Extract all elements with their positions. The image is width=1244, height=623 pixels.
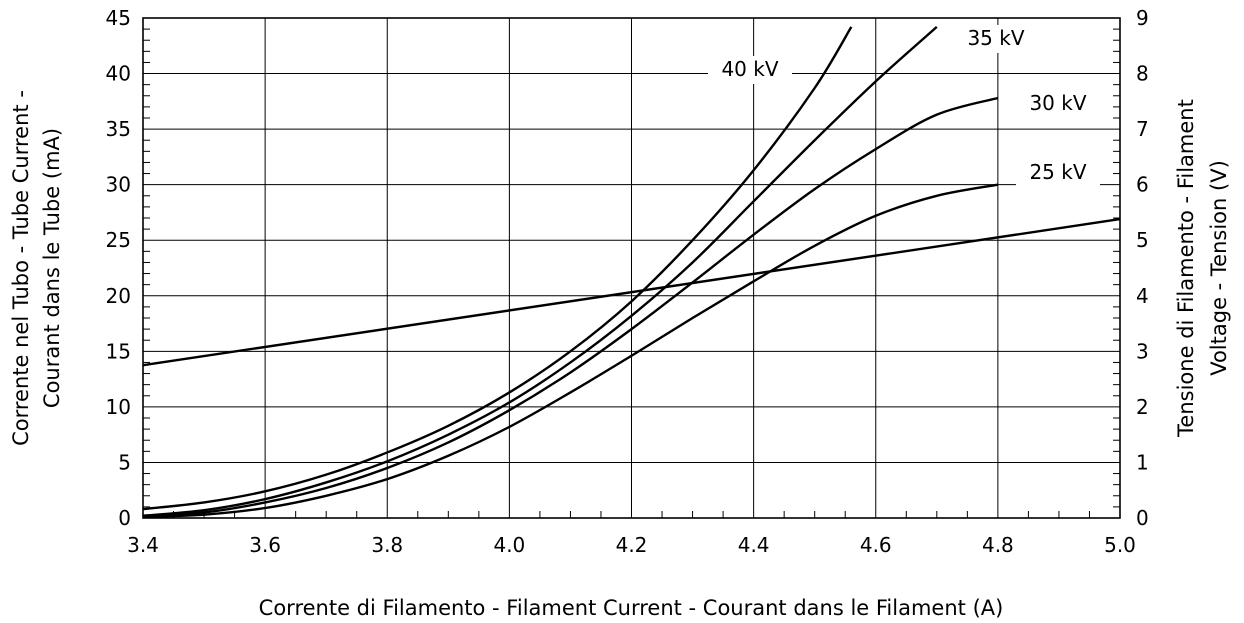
y-right-axis-title-line1: Tensione di Filamento - Filament (1174, 99, 1198, 438)
y-right-tick-label: 9 (1136, 6, 1149, 30)
y-left-tick-label: 25 (106, 228, 131, 252)
y-right-tick-label: 6 (1136, 173, 1149, 197)
series-label-text: 25 kV (1029, 160, 1086, 184)
x-tick-label: 5.0 (1104, 533, 1136, 557)
y-left-tick-label: 5 (118, 450, 131, 474)
series-line-25-kv (142, 183, 999, 519)
series-line-filament-voltage (142, 217, 1121, 367)
label-background (1016, 90, 1100, 118)
minor-ticks (143, 28, 1120, 518)
x-tick-label: 4.4 (738, 533, 770, 557)
series-line-30-kv (142, 96, 999, 517)
y-right-tick-label: 3 (1136, 339, 1149, 363)
y-left-tick-label: 10 (106, 395, 131, 419)
x-tick-label: 3.8 (371, 533, 403, 557)
y-left-axis-title-line2: Courant dans le Tube (mA) (40, 128, 64, 408)
label-background (1016, 159, 1100, 187)
x-tick-label: 4.0 (493, 533, 525, 557)
series-label-30-kv: 30 kV (1016, 90, 1100, 118)
y-left-tick-labels: 0 5 10 15 20 25 30 35 40 45 (106, 6, 131, 530)
label-background (708, 56, 792, 84)
y-left-tick-label: 30 (106, 173, 131, 197)
y-right-tick-label: 0 (1136, 506, 1149, 530)
y-right-tick-label: 1 (1136, 450, 1149, 474)
y-right-tick-label: 7 (1136, 117, 1149, 141)
y-right-axis-title-line2: Voltage - Tension (V) (1207, 160, 1231, 376)
label-background (954, 25, 1038, 53)
y-left-axis-title-line1: Corrente nel Tubo - Tube Current - (9, 90, 33, 446)
y-left-tick-label: 40 (106, 62, 131, 86)
x-axis-title: Corrente di Filamento - Filament Current… (259, 596, 1004, 620)
y-left-tick-label: 0 (118, 506, 131, 530)
y-right-tick-labels: 0 1 2 3 4 5 6 7 8 9 (1136, 6, 1149, 530)
series-lines (142, 25, 1121, 519)
series-label-text: 40 kV (721, 57, 778, 81)
y-right-tick-label: 4 (1136, 284, 1149, 308)
y-right-tick-label: 5 (1136, 228, 1149, 252)
series-label-25-kv: 25 kV (1016, 159, 1100, 187)
x-tick-label: 4.8 (982, 533, 1014, 557)
y-right-tick-label: 2 (1136, 395, 1149, 419)
series-label-40-kv: 40 kV (708, 56, 792, 84)
y-left-tick-label: 45 (106, 6, 131, 30)
series-label-35-kv: 35 kV (954, 25, 1038, 53)
series-line-35-kv (142, 25, 938, 517)
grid (142, 17, 1121, 519)
y-left-tick-label: 35 (106, 117, 131, 141)
plot-frame (142, 17, 1121, 519)
x-tick-label: 3.4 (127, 533, 159, 557)
x-tick-labels: 3.4 3.6 3.8 4.0 4.2 4.4 4.6 4.8 5.0 (127, 533, 1136, 557)
y-right-tick-label: 8 (1136, 62, 1149, 86)
y-left-tick-label: 15 (106, 339, 131, 363)
x-tick-label: 3.6 (249, 533, 281, 557)
series-label-text: 30 kV (1029, 91, 1086, 115)
series-label-text: 35 kV (967, 26, 1024, 50)
series-labels: 25 kV 30 kV 35 kV 40 kV (708, 25, 1100, 187)
x-tick-label: 4.6 (860, 533, 892, 557)
x-tick-label: 4.2 (616, 533, 648, 557)
series-line-40-kv (142, 26, 853, 511)
y-left-tick-label: 20 (106, 284, 131, 308)
